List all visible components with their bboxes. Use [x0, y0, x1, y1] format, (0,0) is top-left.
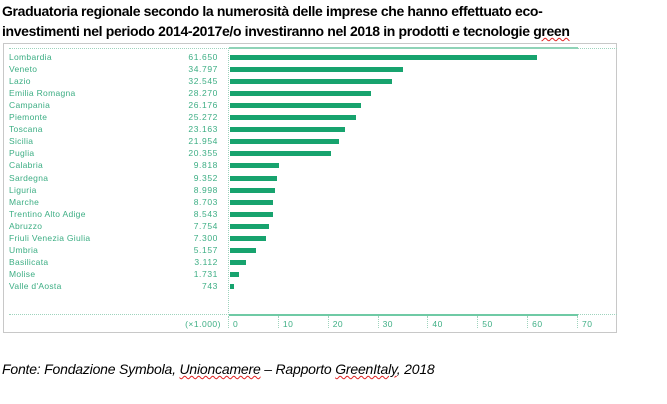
value-label: 25.272 — [188, 112, 218, 123]
x-axis-line — [229, 314, 578, 316]
bar-chart: (×1.000) Lombardia 61.650 Veneto 34.797 Lazi… — [3, 43, 617, 333]
value-label: 28.270 — [188, 88, 218, 99]
category-label: Puglia — [9, 148, 35, 159]
bar — [230, 199, 274, 205]
value-label: 743 — [202, 280, 218, 291]
value-label: 23.163 — [188, 124, 218, 135]
category-label: Valle d'Aosta — [9, 280, 62, 291]
x-tick-label: 40 — [432, 319, 443, 329]
value-label: 26.176 — [188, 100, 218, 111]
bar — [230, 67, 404, 73]
value-label: 3.112 — [194, 256, 218, 267]
bar — [230, 211, 273, 217]
x-tick-mark — [277, 316, 279, 328]
x-tick-label: 70 — [582, 319, 593, 329]
y-axis-line — [228, 48, 229, 317]
category-label: Campania — [9, 100, 51, 111]
category-label: Piemonte — [9, 112, 48, 123]
bar — [230, 163, 279, 169]
title-line-1: Graduatoria regionale secondo la numeros… — [2, 3, 543, 19]
source-part-2: Unioncamere — [179, 361, 261, 377]
source-caption: Fonte: Fondazione Symbola, Unioncamere –… — [2, 361, 435, 377]
bar — [230, 91, 371, 97]
value-label: 21.954 — [188, 136, 218, 147]
x-tick-mark — [577, 316, 578, 328]
title-line-2-text: investimenti nel periodo 2014-2017e/o in… — [2, 23, 534, 39]
x-tick-label: 60 — [532, 319, 543, 329]
source-part-3: – Rapporto — [260, 361, 336, 377]
bar — [230, 127, 346, 133]
bar — [230, 283, 234, 289]
value-label: 9.818 — [193, 160, 218, 171]
x-axis-unit-label: (×1.000) — [185, 319, 221, 329]
category-label: Lombardia — [9, 52, 52, 62]
value-label: 7.754 — [193, 220, 218, 231]
value-label: 8.543 — [193, 208, 218, 219]
category-label: Veneto — [9, 64, 38, 75]
bar — [230, 223, 269, 229]
bar — [230, 55, 538, 60]
category-label: Emilia Romagna — [9, 88, 76, 99]
bar — [230, 187, 275, 193]
x-tick-mark — [377, 316, 379, 328]
bar — [230, 175, 277, 181]
x-tick-mark — [477, 316, 479, 328]
category-label: Basilicata — [9, 256, 49, 267]
category-label: Sicilia — [9, 136, 34, 147]
top-axis-line — [229, 47, 578, 49]
bar — [230, 79, 393, 85]
value-label: 32.545 — [188, 76, 218, 87]
category-label: Liguria — [9, 184, 37, 195]
category-label: Umbria — [9, 244, 39, 255]
category-label: Abruzzo — [9, 220, 43, 231]
x-tick-mark — [527, 316, 529, 328]
bar — [230, 247, 256, 253]
source-part-1: Fonte: Fondazione Symbola, — [2, 361, 180, 377]
x-tick-mark — [427, 316, 429, 328]
x-tick-mark — [228, 316, 229, 328]
bar — [230, 103, 361, 109]
x-tick-label: 10 — [282, 319, 294, 329]
value-label: 7.300 — [193, 232, 218, 243]
title-line-2: investimenti nel periodo 2014-2017e/o in… — [2, 21, 570, 41]
value-label: 61.650 — [188, 52, 218, 62]
category-label: Sardegna — [9, 172, 49, 183]
value-label: 1.731 — [193, 268, 218, 279]
bar — [230, 259, 246, 265]
x-tick-label: 20 — [332, 319, 344, 329]
bar — [230, 235, 267, 241]
value-label: 9.352 — [193, 172, 218, 183]
value-label: 34.797 — [188, 64, 218, 75]
x-tick-label: 50 — [482, 319, 493, 329]
value-label: 5.157 — [193, 244, 218, 255]
category-label: Trentino Alto Adige — [9, 208, 86, 219]
bar — [230, 115, 356, 121]
source-part-4: GreenItaly — [335, 361, 397, 377]
source-part-5: , 2018 — [396, 361, 435, 377]
value-label: 8.703 — [193, 196, 218, 207]
category-label: Calabria — [9, 160, 44, 171]
value-label: 8.998 — [193, 184, 218, 195]
x-tick-mark — [327, 316, 329, 328]
chart-title: Graduatoria regionale secondo la numeros… — [2, 1, 570, 41]
x-tick-label: 30 — [382, 319, 394, 329]
bar — [230, 271, 239, 277]
category-label: Lazio — [9, 76, 31, 87]
category-label: Molise — [9, 268, 36, 279]
x-tick-label: 0 — [233, 319, 239, 329]
title-line-2-end: green — [533, 23, 570, 39]
category-label: Marche — [9, 196, 40, 207]
bar — [230, 139, 340, 145]
value-label: 20.355 — [188, 148, 218, 159]
category-label: Friuli Venezia Giulia — [9, 232, 91, 243]
bar — [230, 151, 332, 157]
category-label: Toscana — [9, 124, 43, 135]
